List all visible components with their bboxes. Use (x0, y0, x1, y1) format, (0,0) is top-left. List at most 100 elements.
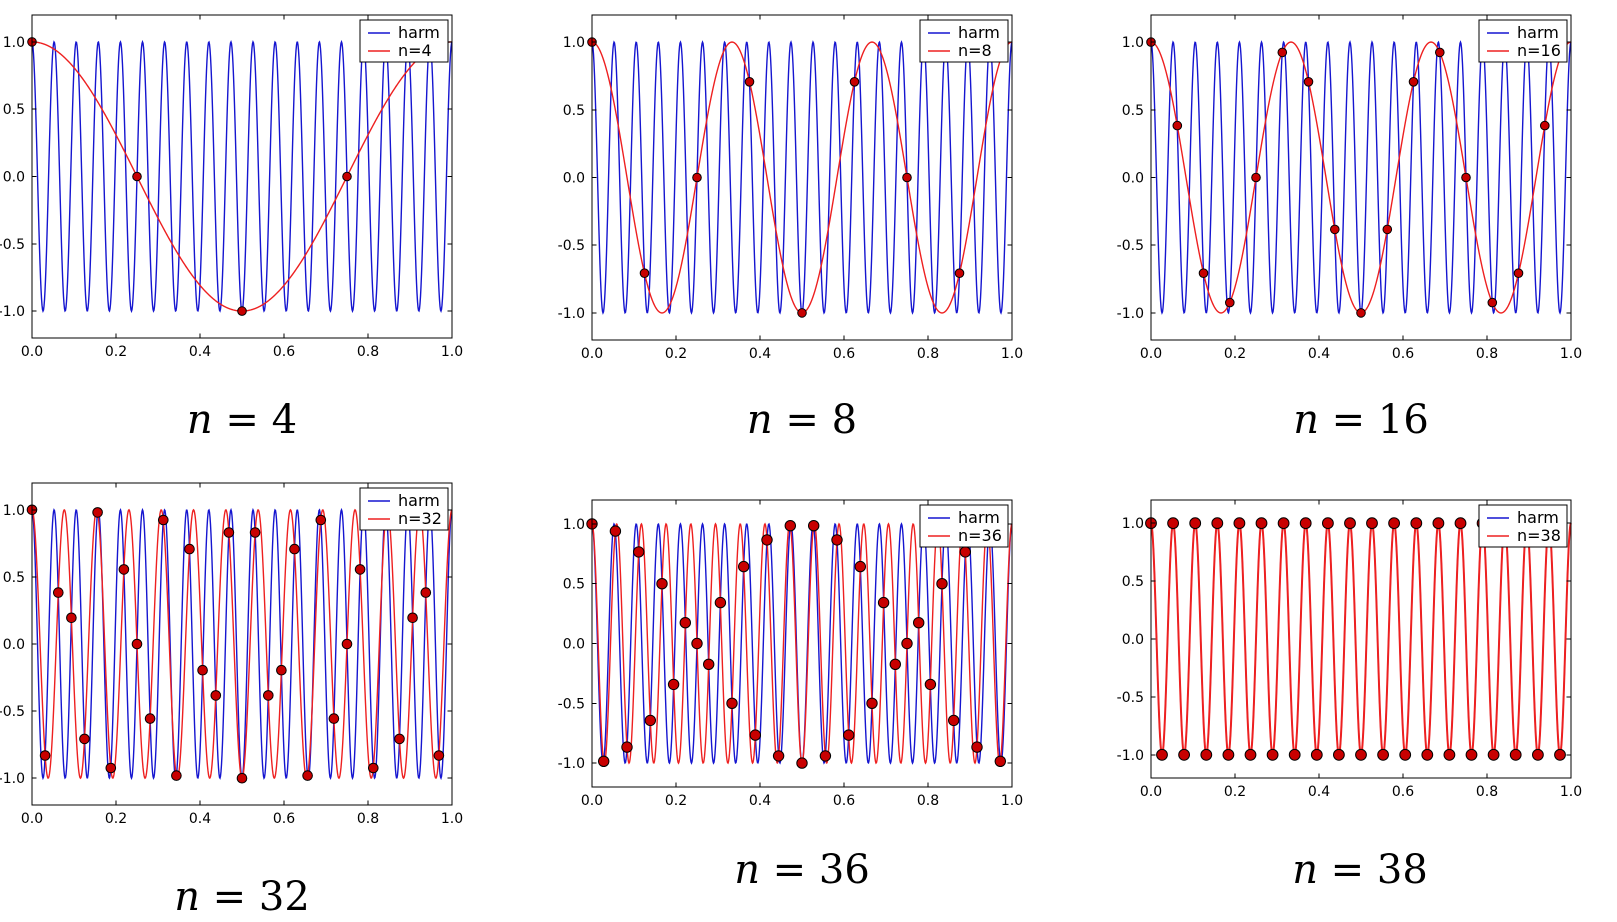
sample-marker (1225, 297, 1235, 308)
sample-marker (1222, 748, 1235, 761)
caption-value: = 16 (1318, 397, 1429, 443)
legend-box (919, 504, 1009, 548)
harm-curve (31, 39, 453, 314)
caption-value: = 38 (1317, 847, 1428, 893)
sample-marker (692, 172, 702, 183)
axes-border (31, 482, 453, 806)
x-tick-label: 0.0 (581, 346, 603, 362)
legend-box (359, 19, 449, 63)
sample-marker (1233, 517, 1246, 530)
sample-marker (889, 658, 901, 671)
x-tick-label: 0.0 (21, 344, 43, 360)
sample-marker (1410, 517, 1423, 530)
y-tick-label: -1.0 (1117, 306, 1144, 322)
sample-marker (831, 534, 843, 546)
sample-marker (53, 587, 64, 598)
x-tick-label: 0.0 (581, 793, 603, 809)
sample-marker (1540, 120, 1550, 131)
sample-marker (1189, 517, 1202, 530)
sample-marker (784, 520, 797, 532)
sample-marker (644, 714, 657, 727)
sample-marker (289, 543, 300, 555)
sample-marker (1200, 748, 1213, 761)
caption-value: = 36 (759, 847, 870, 893)
sample-marker (1388, 517, 1401, 530)
x-tick-label: 0.4 (749, 793, 771, 809)
sample-marker (1277, 47, 1288, 58)
y-tick-label: -1.0 (558, 756, 585, 772)
y-tick-label: 1.0 (3, 503, 25, 519)
sample-marker (598, 755, 610, 767)
sample-marker (237, 306, 247, 316)
legend-label-harm: harm (958, 23, 1000, 42)
axes-border (31, 14, 453, 339)
caption-variable: n (746, 397, 773, 443)
sample-marker (1421, 748, 1434, 761)
sample-marker (1251, 172, 1261, 183)
sample-marker (1310, 748, 1323, 761)
legend-label-alias: n=36 (958, 526, 1002, 545)
caption-n8: n = 8 (622, 394, 982, 446)
y-tick-label: -0.5 (0, 237, 25, 253)
y-tick-label: 0.5 (3, 102, 25, 118)
caption-n32: n = 32 (62, 871, 422, 922)
caption-n4: n = 4 (62, 394, 422, 446)
harm-curve (591, 522, 1013, 765)
sample-marker (342, 171, 352, 182)
x-tick-label: 1.0 (1560, 784, 1582, 800)
legend-box (359, 487, 449, 531)
sample-marker (866, 697, 878, 710)
sample-marker (263, 690, 274, 701)
sample-marker (1366, 517, 1378, 530)
sample-marker (407, 612, 418, 624)
x-tick-label: 0.4 (749, 346, 771, 362)
y-tick-label: -1.0 (1117, 748, 1144, 764)
sample-marker (808, 520, 820, 532)
legend-label-alias: n=38 (1517, 526, 1561, 545)
sample-marker (1211, 517, 1224, 530)
sample-marker (843, 729, 855, 741)
sample-marker (1487, 748, 1500, 761)
legend-label-harm: harm (1517, 23, 1559, 42)
sample-marker (1244, 748, 1257, 761)
sample-marker (1344, 517, 1356, 530)
x-tick-label: 0.4 (1308, 346, 1330, 362)
x-tick-label: 0.4 (189, 344, 211, 360)
caption-value: = 8 (772, 397, 858, 443)
sample-marker (633, 546, 645, 558)
sample-marker (1399, 748, 1412, 761)
x-tick-label: 0.6 (1392, 346, 1414, 362)
y-tick-label: 1.0 (563, 35, 585, 51)
x-tick-label: 0.6 (273, 344, 295, 360)
sample-marker (621, 741, 633, 753)
sample-marker (714, 596, 727, 609)
legend-label-harm: harm (1517, 508, 1559, 527)
sample-marker (639, 268, 650, 279)
y-tick-label: 0.5 (3, 570, 25, 586)
x-tick-label: 1.0 (441, 344, 463, 360)
sample-marker (667, 678, 680, 691)
caption-variable: n (1292, 847, 1318, 893)
subplot-n36: 0.0 0.2 0.4 0.6 0.8 1.0 -1.0 -0.5 0.0 0.5 1.0 harmn… (558, 499, 1023, 809)
sample-marker (144, 713, 156, 724)
sample-marker (131, 638, 143, 650)
sample-marker (726, 697, 738, 710)
alias-curve (1150, 520, 1572, 758)
sample-marker (1461, 172, 1471, 183)
x-tick-label: 0.4 (1308, 784, 1330, 800)
sample-marker (656, 578, 668, 590)
y-tick-label: 1.0 (1122, 35, 1144, 51)
y-tick-label: 1.0 (563, 517, 585, 533)
sample-marker (1322, 517, 1334, 530)
sample-marker (1288, 748, 1301, 761)
subplot-n8: 0.0 0.2 0.4 0.6 0.8 1.0 -1.0 -0.5 0.0 0.5 1.0 harmn… (558, 14, 1023, 362)
sample-marker (796, 757, 808, 769)
x-tick-label: 0.6 (833, 793, 855, 809)
sample-marker (761, 534, 773, 546)
sample-marker (772, 750, 785, 762)
harm-curve (591, 40, 1013, 315)
y-tick-label: 0.0 (563, 637, 585, 653)
sample-marker (1435, 47, 1445, 58)
y-tick-label: 0.0 (3, 170, 25, 186)
sample-marker (691, 637, 703, 650)
